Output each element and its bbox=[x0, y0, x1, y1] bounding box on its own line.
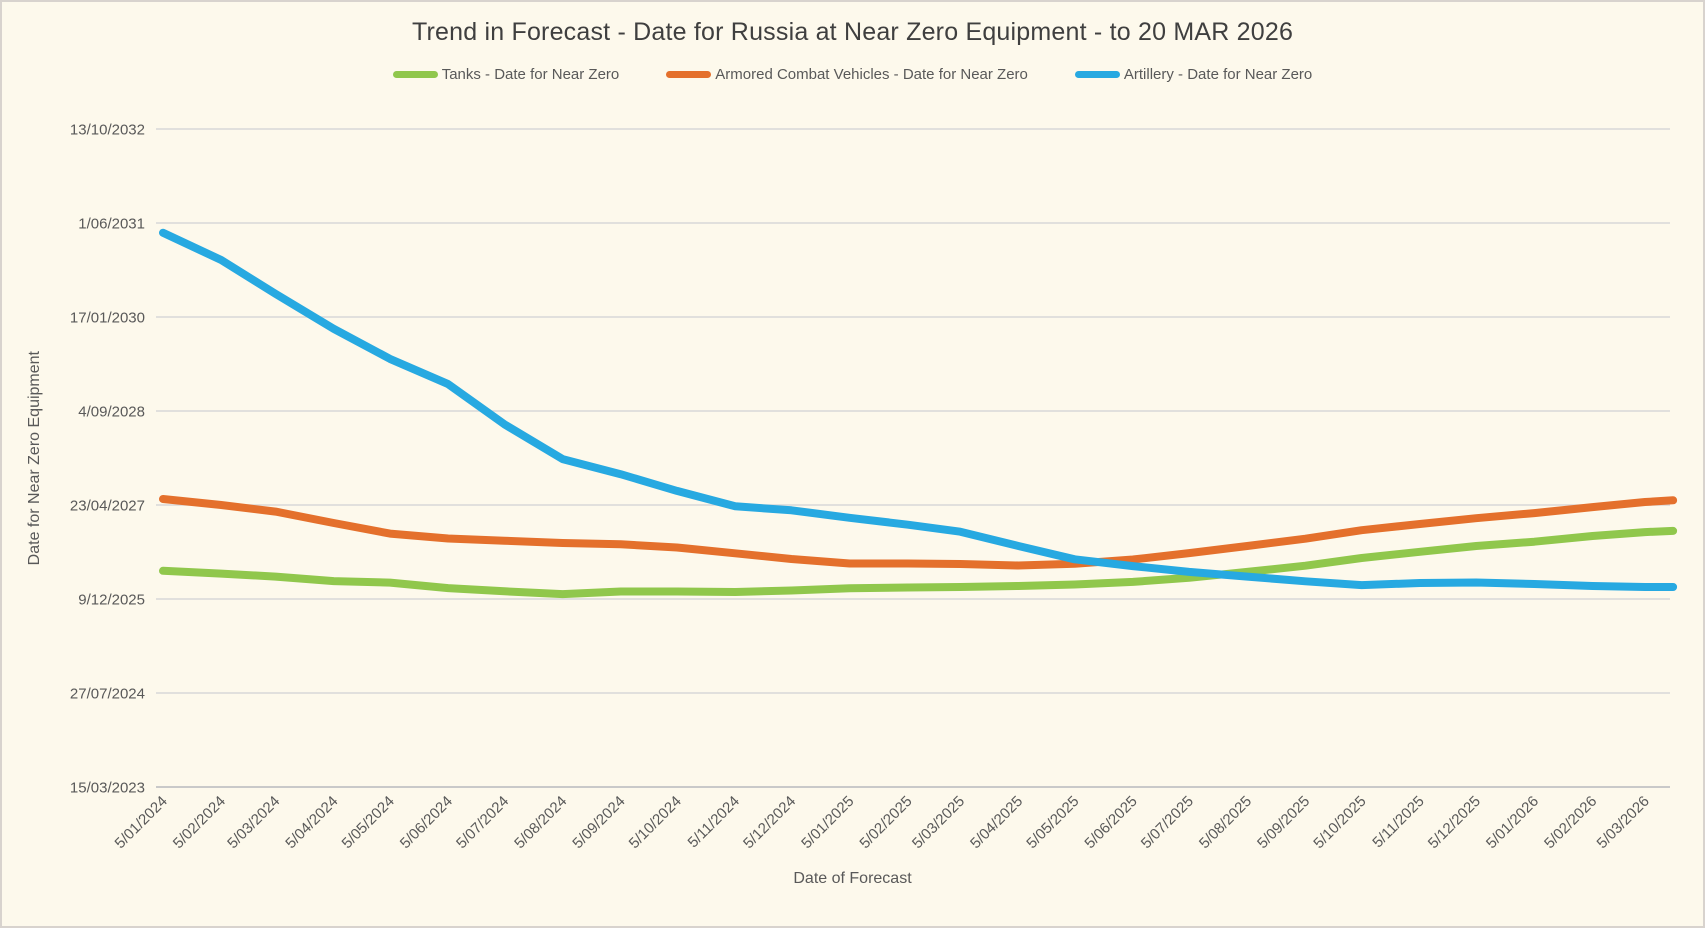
legend-label: Artillery - Date for Near Zero bbox=[1123, 66, 1313, 83]
x-tick-label: 5/10/2024 bbox=[626, 793, 685, 852]
y-tick-label: 13/10/2032 bbox=[70, 122, 145, 139]
y-tick-label: 9/12/2025 bbox=[78, 592, 145, 609]
x-axis-title: Date of Forecast bbox=[793, 870, 912, 887]
x-tick-label: 5/05/2025 bbox=[1023, 793, 1082, 852]
legend-item-2: Armored Combat Vehicles - Date for Near … bbox=[666, 66, 1028, 83]
x-tick-label: 5/08/2025 bbox=[1196, 793, 1255, 852]
series-line-armored-combat-vehicles bbox=[159, 495, 1678, 570]
x-tick-label: 5/06/2025 bbox=[1081, 793, 1140, 852]
y-tick-label: 17/01/2030 bbox=[70, 310, 145, 327]
x-tick-label: 5/12/2024 bbox=[740, 793, 799, 852]
x-tick-label: 5/04/2024 bbox=[282, 793, 341, 852]
legend-swatch-icon bbox=[666, 70, 712, 79]
x-tick-label: 5/03/2024 bbox=[224, 793, 283, 852]
chart-title: Trend in Forecast - Date for Russia at N… bbox=[411, 18, 1294, 46]
x-tick-label: 5/03/2025 bbox=[909, 793, 968, 852]
legend: Tanks - Date for Near Zero Armored Combat… bbox=[2, 66, 1703, 83]
x-tick-label: 5/09/2025 bbox=[1254, 793, 1313, 852]
x-tick-label: 5/07/2024 bbox=[453, 793, 512, 852]
y-tick-label: 1/06/2031 bbox=[78, 216, 145, 233]
x-tick-label: 5/12/2025 bbox=[1425, 793, 1484, 852]
legend-swatch-icon bbox=[392, 70, 438, 79]
x-tick-label: 5/03/2026 bbox=[1594, 793, 1653, 852]
x-tick-label: 5/10/2025 bbox=[1310, 793, 1369, 852]
y-tick-label: 27/07/2024 bbox=[70, 686, 145, 703]
x-tick-label: 5/05/2024 bbox=[339, 793, 398, 852]
x-tick-label: 5/04/2025 bbox=[967, 793, 1026, 852]
legend-swatch-icon bbox=[1074, 70, 1120, 79]
legend-item-1: Tanks - Date for Near Zero bbox=[392, 66, 620, 83]
legend-label: Tanks - Date for Near Zero bbox=[441, 66, 620, 83]
y-tick-label: 4/09/2028 bbox=[78, 404, 145, 421]
x-tick-label: 5/07/2025 bbox=[1138, 793, 1197, 852]
x-tick-label: 5/01/2024 bbox=[112, 793, 171, 852]
x-tick-label: 5/02/2025 bbox=[856, 793, 915, 852]
x-tick-label: 5/09/2024 bbox=[569, 793, 628, 852]
x-tick-label: 5/06/2024 bbox=[397, 793, 456, 852]
x-tick-label: 5/02/2024 bbox=[170, 793, 229, 852]
x-tick-label: 5/11/2024 bbox=[685, 793, 743, 851]
series-line-artillery bbox=[159, 228, 1678, 591]
x-tick-label: 5/01/2025 bbox=[798, 793, 857, 852]
x-tick-label: 5/02/2026 bbox=[1541, 793, 1600, 852]
x-tick-label: 5/11/2025 bbox=[1369, 793, 1427, 851]
y-tick-label: 23/04/2027 bbox=[70, 498, 145, 515]
series-line-tanks bbox=[159, 526, 1678, 599]
legend-item-3: Artillery - Date for Near Zero bbox=[1074, 66, 1313, 83]
x-tick-label: 5/01/2026 bbox=[1483, 793, 1542, 852]
x-tick-label: 5/08/2024 bbox=[511, 793, 570, 852]
y-tick-label: 15/03/2023 bbox=[70, 780, 145, 797]
legend-label: Armored Combat Vehicles - Date for Near … bbox=[715, 66, 1028, 83]
